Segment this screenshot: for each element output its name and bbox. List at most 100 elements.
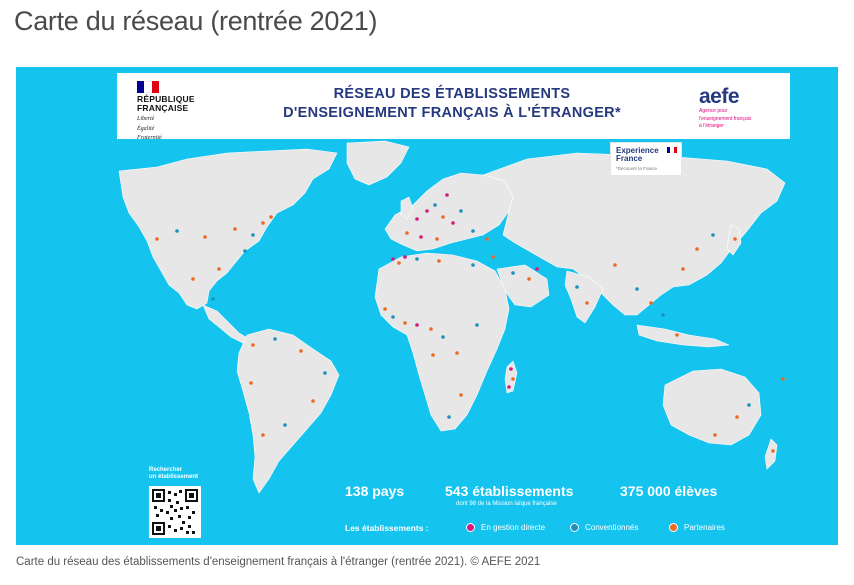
republique-francaise-logo: RÉPUBLIQUE FRANÇAISE Liberté Égalité Fra… bbox=[137, 81, 227, 142]
school-marker bbox=[323, 371, 327, 375]
school-marker bbox=[261, 221, 265, 225]
school-marker bbox=[435, 237, 439, 241]
experience-line1: Experience bbox=[616, 146, 659, 155]
school-marker bbox=[455, 351, 459, 355]
stat-students: 375 000 élèves bbox=[620, 483, 718, 499]
qr-label-line2: un établissement bbox=[149, 474, 199, 480]
school-marker bbox=[391, 315, 395, 319]
school-marker bbox=[175, 229, 179, 233]
school-marker bbox=[441, 215, 445, 219]
africa-landmass bbox=[374, 252, 510, 432]
school-marker bbox=[649, 301, 653, 305]
school-marker bbox=[155, 237, 159, 241]
legend-dot-partenaire bbox=[669, 523, 678, 532]
school-marker bbox=[433, 203, 437, 207]
french-flag-icon bbox=[137, 81, 159, 93]
experience-france-badge: Experience France *Découvrir la France bbox=[610, 142, 682, 176]
school-marker bbox=[445, 193, 449, 197]
school-marker bbox=[403, 255, 407, 259]
school-marker bbox=[299, 349, 303, 353]
south-america-landmass bbox=[236, 328, 340, 494]
school-marker bbox=[507, 385, 511, 389]
school-marker bbox=[635, 287, 639, 291]
new-zealand-landmass bbox=[764, 438, 778, 470]
republique-line2: FRANÇAISE bbox=[137, 103, 189, 113]
republique-line1: RÉPUBLIQUE bbox=[137, 94, 195, 104]
motto-egalite: Égalité bbox=[137, 125, 155, 132]
page-title: Carte du réseau (rentrée 2021) bbox=[14, 6, 378, 36]
school-marker bbox=[459, 209, 463, 213]
school-marker bbox=[713, 433, 717, 437]
school-marker bbox=[485, 237, 489, 241]
legend-label: Les établissements : bbox=[345, 523, 429, 533]
network-map-image: RÉPUBLIQUE FRANÇAISE Liberté Égalité Fra… bbox=[16, 67, 838, 545]
school-marker bbox=[681, 267, 685, 271]
school-marker bbox=[203, 235, 207, 239]
school-marker bbox=[273, 337, 277, 341]
aefe-sub-line2: l'enseignement français bbox=[699, 115, 752, 122]
central-america-landmass bbox=[202, 304, 250, 344]
school-marker bbox=[251, 233, 255, 237]
school-marker bbox=[261, 433, 265, 437]
motto-liberte: Liberté bbox=[137, 116, 155, 122]
school-marker bbox=[415, 217, 419, 221]
experience-sub: *Découvrir la France bbox=[616, 166, 658, 171]
madagascar-landmass bbox=[504, 360, 518, 394]
school-marker bbox=[575, 285, 579, 289]
school-markers bbox=[155, 193, 785, 453]
school-marker bbox=[451, 221, 455, 225]
school-marker bbox=[447, 415, 451, 419]
school-marker bbox=[269, 215, 273, 219]
arabia-landmass bbox=[496, 264, 550, 308]
school-marker bbox=[243, 249, 247, 253]
school-marker bbox=[249, 381, 253, 385]
qr-code-icon[interactable] bbox=[149, 486, 201, 538]
school-marker bbox=[695, 247, 699, 251]
school-marker bbox=[535, 267, 539, 271]
uk-landmass bbox=[400, 196, 414, 220]
french-flag-icon bbox=[667, 147, 677, 153]
legend-item-partenaire: Partenaires bbox=[669, 523, 725, 532]
stat-countries: 138 pays bbox=[345, 483, 405, 499]
school-marker bbox=[391, 257, 395, 261]
school-marker bbox=[311, 399, 315, 403]
school-marker bbox=[459, 393, 463, 397]
qr-label-line1: Rechercher bbox=[149, 467, 183, 473]
aefe-wordmark: aefe bbox=[699, 85, 740, 108]
school-marker bbox=[733, 237, 737, 241]
stat-schools: 543 établissements bbox=[445, 483, 574, 499]
school-marker bbox=[397, 261, 401, 265]
school-marker bbox=[441, 335, 445, 339]
north-america-landmass bbox=[118, 148, 338, 310]
asia-landmass bbox=[482, 152, 786, 316]
school-marker bbox=[511, 271, 515, 275]
school-marker bbox=[661, 313, 665, 317]
school-marker bbox=[403, 321, 407, 325]
school-marker bbox=[585, 301, 589, 305]
image-caption: Carte du réseau des établissements d'ens… bbox=[16, 556, 541, 568]
legend-item-conventionne: Conventionnés bbox=[570, 523, 638, 532]
poster-title-line2: D'ENSEIGNEMENT FRANÇAIS À L'ÉTRANGER* bbox=[283, 105, 621, 121]
school-marker bbox=[437, 259, 441, 263]
school-marker bbox=[405, 231, 409, 235]
school-marker bbox=[415, 323, 419, 327]
school-marker bbox=[471, 229, 475, 233]
poster-title-line1: RÉSEAU DES ÉTABLISSEMENTS bbox=[333, 86, 571, 102]
school-marker bbox=[419, 235, 423, 239]
indonesia-landmass bbox=[636, 324, 730, 348]
school-marker bbox=[475, 323, 479, 327]
school-marker bbox=[747, 403, 751, 407]
school-marker bbox=[527, 277, 531, 281]
aefe-sub-line3: à l'étranger bbox=[699, 123, 724, 129]
school-marker bbox=[613, 263, 617, 267]
school-marker bbox=[511, 377, 515, 381]
stat-schools-sub: dont 98 de la Mission laïque française bbox=[456, 501, 557, 507]
legend-item-direct: En gestion directe bbox=[466, 523, 545, 532]
legend-label-conventionne: Conventionnés bbox=[585, 523, 639, 532]
school-marker bbox=[781, 377, 785, 381]
school-marker bbox=[191, 277, 195, 281]
india-landmass bbox=[564, 270, 604, 324]
aefe-sub-line1: Agence pour bbox=[699, 108, 728, 114]
school-marker bbox=[425, 209, 429, 213]
school-marker bbox=[471, 263, 475, 267]
